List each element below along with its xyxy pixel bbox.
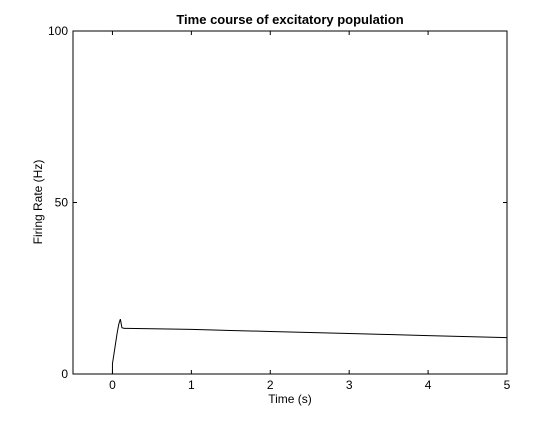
x-axis-label: Time (s) <box>268 392 312 406</box>
y-tick-label: 100 <box>48 24 68 38</box>
series-line <box>73 318 508 375</box>
y-tick-label: 0 <box>61 367 68 381</box>
x-tick-label: 0 <box>109 378 116 392</box>
y-tick-label: 50 <box>55 196 69 210</box>
x-tick-label: 4 <box>425 378 432 392</box>
x-tick-label: 3 <box>346 378 353 392</box>
y-axis-label: Firing Rate (Hz) <box>31 160 45 245</box>
chart-title: Time course of excitatory population <box>176 12 403 27</box>
x-tick-label: 1 <box>188 378 195 392</box>
x-tick-label: 2 <box>267 378 274 392</box>
plot-area <box>72 30 508 375</box>
x-tick-label: 5 <box>504 378 511 392</box>
